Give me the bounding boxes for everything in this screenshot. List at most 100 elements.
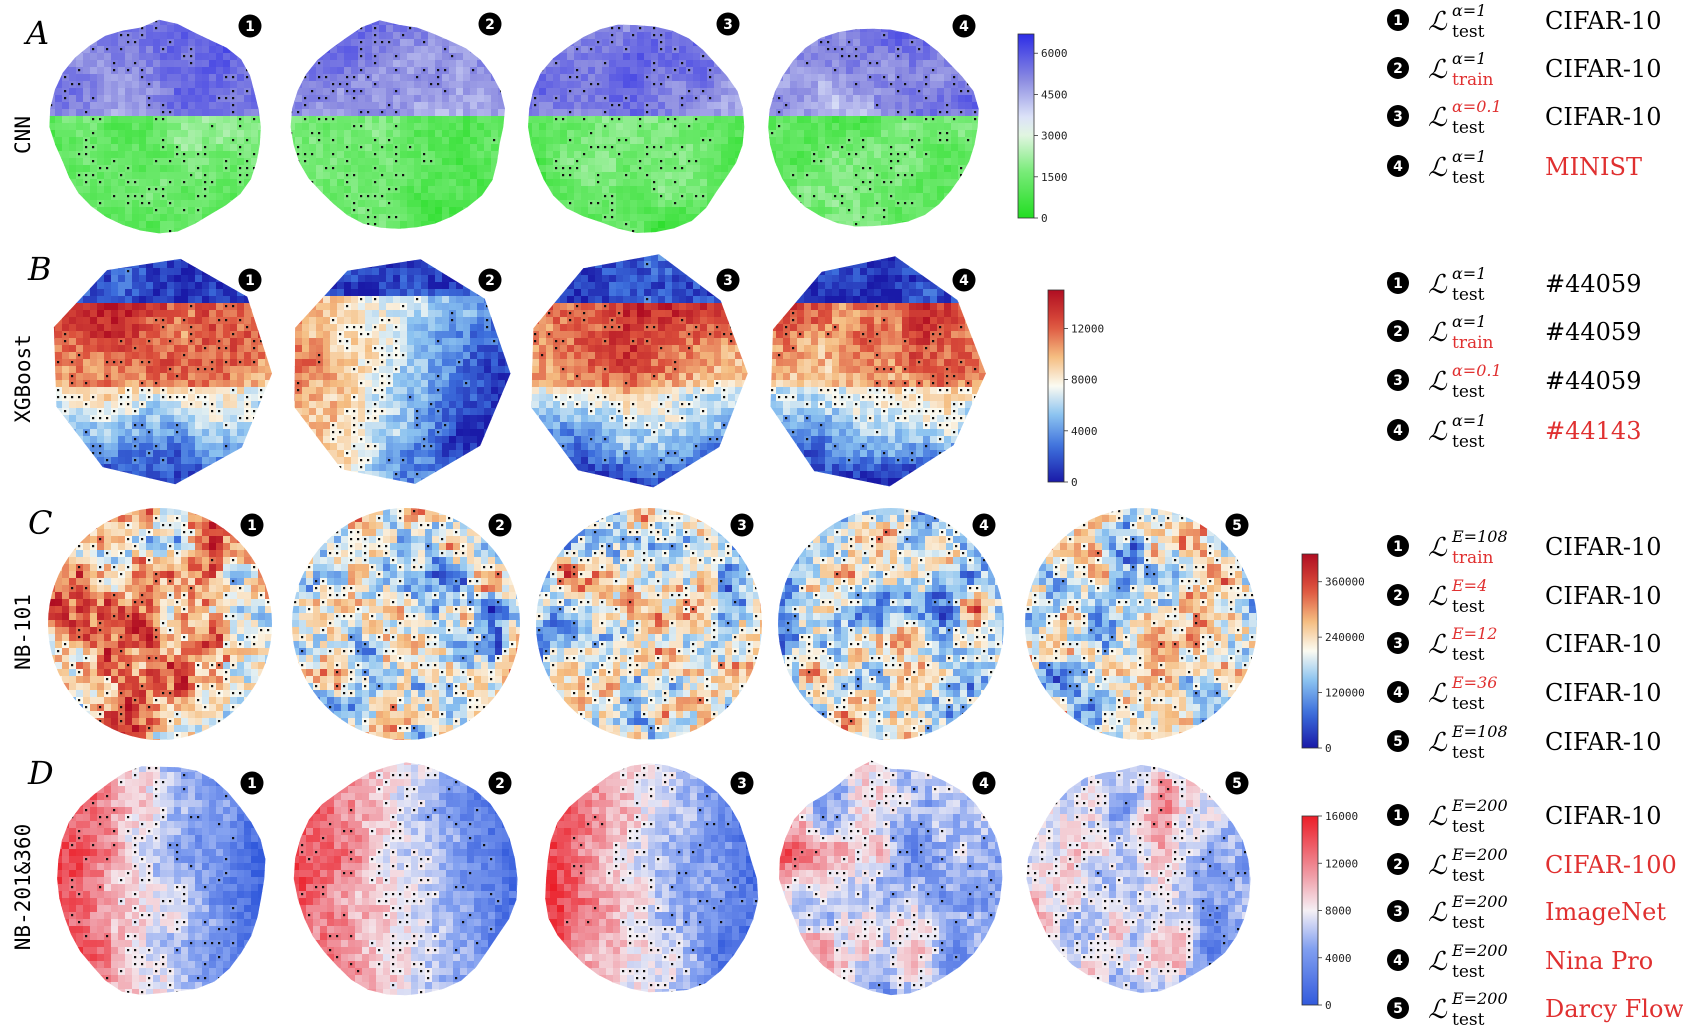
legend-number-badge: [1387, 419, 1409, 441]
row-label: CNN: [11, 116, 35, 154]
loss-subscript: train: [1452, 333, 1494, 353]
row-label: NB-101: [11, 594, 35, 670]
loss-superscript: E=200: [1451, 892, 1508, 911]
loss-symbol: ℒ: [1428, 7, 1448, 37]
legend-number-badge: [1387, 584, 1409, 606]
dataset-label: CIFAR-10: [1545, 728, 1661, 756]
colorbar-tick-label: 4500: [1041, 88, 1068, 101]
heatmap-panel-1: 1: [57, 766, 266, 995]
loss-symbol: ℒ: [1428, 103, 1448, 133]
loss-symbol: ℒ: [1428, 367, 1448, 397]
heatmap-panel-3: 3: [536, 508, 762, 740]
colorbar-tick-label: 4000: [1071, 425, 1098, 438]
colorbar-tick-label: 8000: [1071, 374, 1098, 387]
panel-number-badge: 3: [716, 12, 740, 36]
dataset-label: CIFAR-10: [1545, 7, 1661, 35]
loss-subscript: test: [1452, 597, 1485, 617]
legend-number-badge: [1387, 155, 1409, 177]
loss-superscript: α=1: [1452, 411, 1486, 430]
legend-number-badge: [1387, 804, 1409, 826]
dataset-label: CIFAR-100: [1545, 851, 1677, 879]
dataset-label: MINIST: [1545, 153, 1642, 181]
colorbar-tick-label: 6000: [1041, 47, 1068, 60]
loss-subscript: train: [1452, 70, 1494, 90]
heatmap-panel-5: 5: [1025, 508, 1257, 740]
panel-number-badge: 4: [952, 14, 976, 38]
heatmap-panel-3: 3: [528, 12, 745, 233]
panel-letter: C: [28, 504, 52, 542]
colorbar-tick-label: 3000: [1041, 130, 1068, 143]
colorbar-tick-label: 360000: [1325, 576, 1365, 589]
svg-text:4: 4: [959, 19, 969, 35]
legend-number-badge: [1387, 997, 1409, 1019]
colorbar-tick-label: 16000: [1325, 810, 1358, 823]
loss-symbol: ℒ: [1428, 630, 1448, 660]
legend-number-badge: [1387, 9, 1409, 31]
dataset-label: CIFAR-10: [1545, 802, 1661, 830]
colorbar-tick-label: 1500: [1041, 171, 1068, 184]
heatmap-panel-3: 3: [531, 254, 748, 488]
dataset-label: CIFAR-10: [1545, 103, 1661, 131]
svg-text:1: 1: [245, 19, 255, 35]
panel-number-badge: 4: [952, 268, 976, 292]
loss-superscript: α=0.1: [1452, 361, 1502, 380]
colorbar-tick-label: 0: [1325, 742, 1332, 755]
panel-number-badge: 3: [730, 513, 754, 537]
heatmap-panel-2: 2: [290, 12, 505, 229]
svg-text:2: 2: [485, 17, 495, 33]
colorbar-tick-label: 8000: [1325, 905, 1352, 918]
loss-subscript: test: [1452, 645, 1485, 665]
colorbar-gradient: [1017, 33, 1035, 219]
colorbar-tick-label: 120000: [1325, 687, 1365, 700]
legend-number-badge: [1387, 535, 1409, 557]
panel-letter: D: [27, 754, 54, 792]
loss-symbol: ℒ: [1428, 582, 1448, 612]
panel-number-badge: 2: [488, 513, 512, 537]
panel-number-badge: 4: [972, 513, 996, 537]
dataset-label: CIFAR-10: [1545, 679, 1661, 707]
loss-symbol: ℒ: [1428, 728, 1448, 758]
dataset-label: CIFAR-10: [1545, 533, 1661, 561]
loss-superscript: E=108: [1451, 722, 1508, 741]
loss-superscript: α=1: [1452, 147, 1486, 166]
dataset-label: ImageNet: [1545, 898, 1666, 926]
svg-text:4: 4: [1393, 159, 1403, 175]
colorbar-tick-label: 4000: [1325, 952, 1352, 965]
legend-number-badge: [1387, 105, 1409, 127]
panel-number-badge: 2: [478, 12, 502, 36]
dataset-label: #44059: [1545, 318, 1641, 346]
legend-number-badge: [1387, 320, 1409, 342]
panel-number-badge: 5: [1225, 513, 1249, 537]
svg-text:2: 2: [1393, 61, 1403, 77]
panel-number-badge: 1: [240, 513, 264, 537]
heatmap-panel-4: 4: [770, 256, 986, 487]
row-label: XGBoost: [11, 334, 35, 423]
panel-number-badge: 3: [716, 268, 740, 292]
loss-subscript: test: [1452, 866, 1485, 886]
legend-number-badge: [1387, 632, 1409, 654]
loss-subscript: test: [1452, 962, 1485, 982]
loss-superscript: E=36: [1451, 673, 1497, 692]
loss-superscript: α=1: [1452, 49, 1486, 68]
loss-subscript: test: [1452, 285, 1485, 305]
loss-symbol: ℒ: [1428, 417, 1448, 447]
heatmap-panel-2: 2: [294, 259, 511, 484]
loss-subscript: train: [1452, 548, 1494, 568]
loss-symbol: ℒ: [1428, 851, 1448, 881]
loss-symbol: ℒ: [1428, 679, 1448, 709]
legend-number-badge: [1387, 900, 1409, 922]
dataset-label: CIFAR-10: [1545, 55, 1661, 83]
loss-symbol: ℒ: [1428, 802, 1448, 832]
colorbar-gradient: [1047, 289, 1065, 483]
panel-letter: B: [27, 250, 52, 288]
loss-subscript: test: [1452, 1010, 1485, 1030]
heatmap-panel-4: 4: [779, 760, 1003, 996]
